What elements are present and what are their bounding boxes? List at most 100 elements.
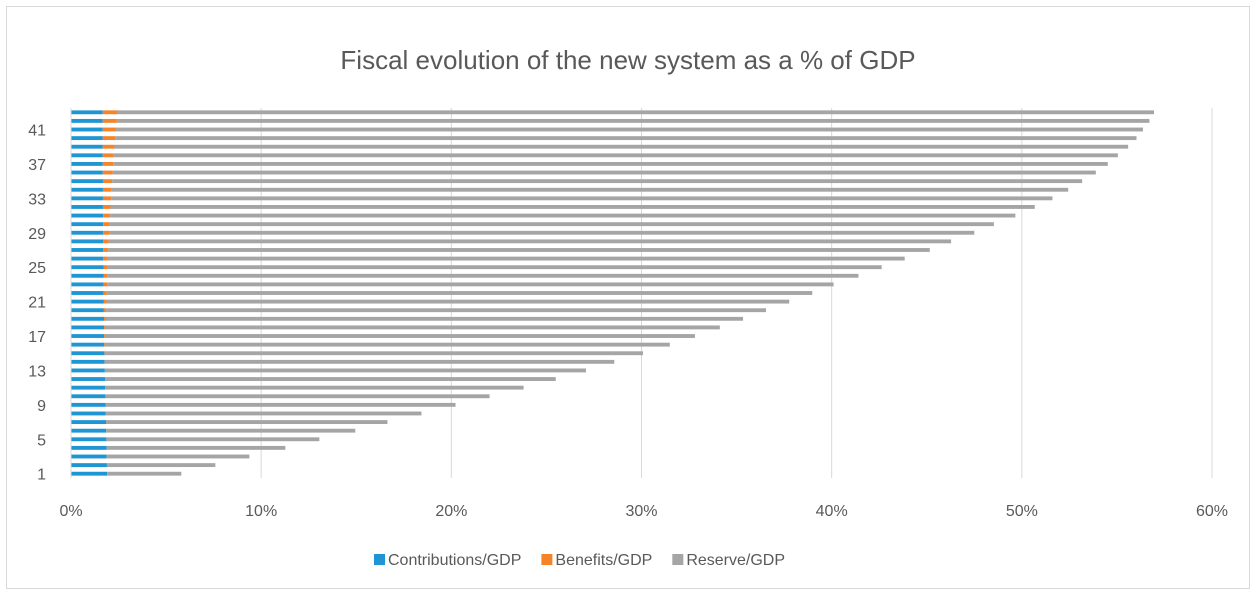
y-tick-label: 41 [28,123,46,140]
bar-segment-benefits-gdp [103,256,108,261]
bar-segment-reserve-gdp [114,144,1129,149]
bar-segment-benefits-gdp [102,144,115,149]
y-tick-label: 29 [28,226,46,243]
bar-segment-benefits-gdp [103,299,107,304]
bar-segment-benefits-gdp [102,110,118,115]
bar-segment-contributions-gdp [71,196,103,201]
bar-segment-benefits-gdp [102,118,117,123]
bar-segment-contributions-gdp [71,334,105,338]
bar-segment-reserve-gdp [116,127,1143,132]
bar-segment-contributions-gdp [71,282,104,287]
bar-segment-benefits-gdp [104,316,106,321]
bar-segment-reserve-gdp [113,153,1118,158]
bar-segment-reserve-gdp [111,187,1069,192]
bar-segment-reserve-gdp [106,445,286,450]
bar-segment-contributions-gdp [71,127,103,132]
x-tick-label: 0% [59,503,82,520]
bar-segment-benefits-gdp [103,230,110,235]
y-tick-label: 21 [28,295,46,312]
bar-segment-contributions-gdp [71,437,107,442]
bar-segment-reserve-gdp [107,273,859,278]
bar-segment-contributions-gdp [71,179,103,184]
bar-segment-contributions-gdp [71,230,104,235]
bar-segment-benefits-gdp [103,222,110,227]
bar-segment-benefits-gdp [103,273,108,278]
bar-segment-contributions-gdp [71,265,104,270]
bar-segment-reserve-gdp [115,136,1137,141]
bar-segment-reserve-gdp [105,411,422,416]
bar-segment-reserve-gdp [110,213,1016,218]
bar-segment-reserve-gdp [106,454,250,459]
bar-segment-contributions-gdp [71,368,105,373]
x-tick-label: 30% [625,503,657,520]
bar-segment-contributions-gdp [71,342,105,347]
bar-segment-reserve-gdp [104,359,615,364]
legend-swatch [541,554,553,565]
bar-segment-contributions-gdp [71,170,103,175]
bar-segment-contributions-gdp [71,110,103,115]
bar-segment-reserve-gdp [109,230,975,235]
bar-segment-reserve-gdp [117,110,1154,115]
bar-segment-contributions-gdp [71,411,106,416]
bar-segment-contributions-gdp [71,136,103,141]
bar-segment-reserve-gdp [106,428,356,433]
bar-segment-benefits-gdp [102,179,113,184]
legend-swatch [374,554,385,565]
bar-segment-benefits-gdp [103,213,111,218]
bar-segment-contributions-gdp [71,205,103,209]
bar-segment-benefits-gdp [102,153,114,158]
bar-segment-reserve-gdp [105,325,720,330]
bar-segment-reserve-gdp [106,291,813,295]
bar-segment-reserve-gdp [112,179,1083,184]
bar-segment-reserve-gdp [106,437,320,442]
bar-segment-reserve-gdp [106,463,216,468]
bar-segment-contributions-gdp [71,256,104,261]
bar-segment-contributions-gdp [71,463,107,468]
bar-segment-benefits-gdp [104,325,106,330]
bar-segment-contributions-gdp [71,144,103,149]
bar-segment-contributions-gdp [71,351,105,356]
x-tick-label: 20% [435,503,467,520]
bar-segment-contributions-gdp [71,153,103,158]
bar-segment-contributions-gdp [71,239,104,244]
y-tick-label: 33 [28,191,46,208]
bar-segment-contributions-gdp [71,385,106,390]
bar-segment-benefits-gdp [103,248,109,252]
y-tick-label: 5 [37,432,46,449]
chart-title: Fiscal evolution of the new system as a … [340,45,916,75]
legend-label: Reserve/GDP [686,552,785,569]
bar-segment-benefits-gdp [102,127,117,132]
legend-label: Contributions/GDP [388,552,521,569]
y-tick-label: 37 [28,157,46,174]
bar-segment-reserve-gdp [107,256,905,261]
bar-segment-reserve-gdp [108,239,952,244]
bar-segment-reserve-gdp [109,222,994,227]
bar-segment-reserve-gdp [105,342,670,347]
bar-segment-contributions-gdp [71,187,103,192]
bar-segment-contributions-gdp [71,394,106,399]
bar-segment-benefits-gdp [102,161,114,166]
bar-segment-reserve-gdp [110,205,1035,209]
chart-frame: Fiscal evolution of the new system as a … [6,6,1250,589]
bar-segment-reserve-gdp [105,385,524,390]
x-tick-label: 50% [1006,503,1038,520]
bar-segment-reserve-gdp [108,248,930,252]
bar-segment-contributions-gdp [71,359,105,364]
bar-segment-reserve-gdp [111,196,1053,201]
y-tick-label: 9 [37,398,46,415]
bar-segment-reserve-gdp [106,299,790,304]
bar-segment-benefits-gdp [102,196,112,201]
bar-segment-reserve-gdp [107,282,834,287]
bar-segment-reserve-gdp [107,471,182,476]
bar-segment-contributions-gdp [71,273,104,278]
legend-label: Benefits/GDP [555,552,652,569]
bar-segment-benefits-gdp [103,291,107,295]
bar-segment-benefits-gdp [102,170,113,175]
bar-segment-reserve-gdp [104,351,644,356]
bar-segment-contributions-gdp [71,161,103,166]
bar-segment-contributions-gdp [71,316,105,321]
y-tick-label: 1 [37,467,46,484]
bar-segment-benefits-gdp [104,334,106,338]
x-tick-label: 40% [816,503,848,520]
